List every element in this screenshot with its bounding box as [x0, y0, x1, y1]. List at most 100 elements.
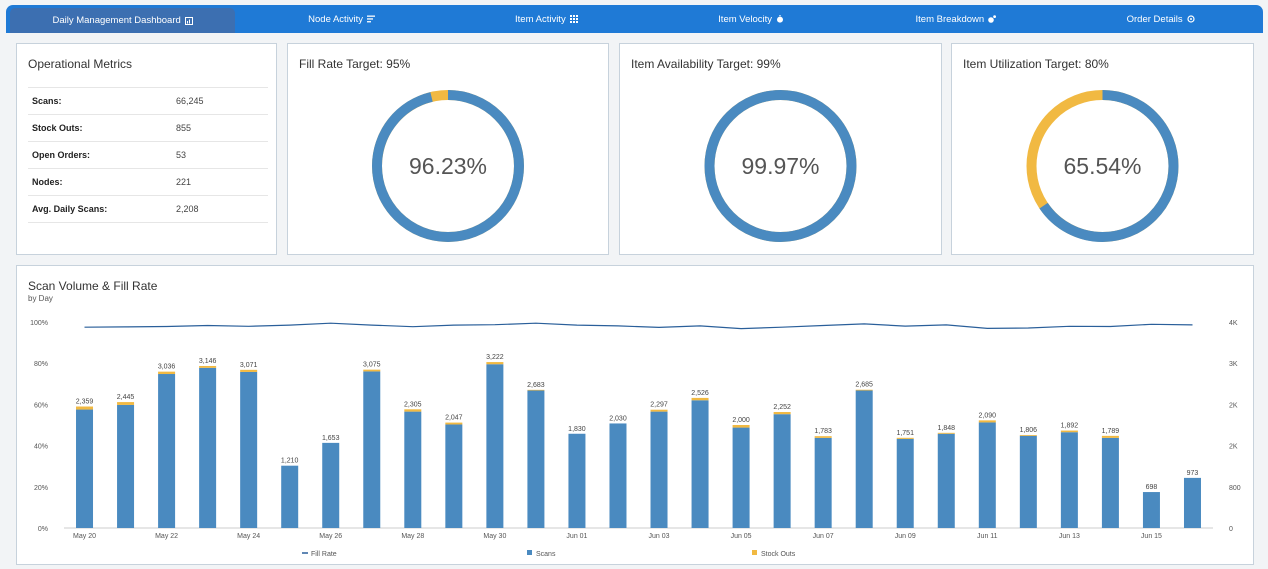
bar-scans	[363, 371, 381, 528]
bar-stock-outs	[855, 389, 873, 391]
tab-item-activity[interactable]: Item Activity	[444, 5, 649, 33]
bar-scans	[445, 424, 463, 528]
bar-stock-outs	[486, 362, 504, 365]
y-right-tick-label: 2K	[1229, 444, 1238, 451]
bar-stock-outs	[76, 406, 94, 410]
bar-data-label: 1,783	[814, 428, 832, 435]
metric-label: Scans:	[32, 96, 62, 106]
gauge-value-label: 96.23%	[408, 153, 487, 179]
bar-data-label: 1,210	[281, 458, 299, 465]
item-availability-card: Item Availability Target: 99% 99.97%	[619, 43, 942, 255]
gauge-value-arc	[1026, 90, 1179, 242]
metric-label: Stock Outs:	[32, 123, 83, 133]
bar-data-label: 3,071	[240, 362, 258, 369]
bar-scans	[773, 414, 791, 528]
tab-order-details[interactable]: Order Details	[1058, 5, 1263, 33]
bar-stock-outs	[732, 425, 750, 428]
x-tick-label: Jun 15	[1141, 533, 1162, 540]
bar-data-label: 698	[1146, 484, 1158, 491]
bar-scans	[937, 433, 955, 528]
bar-scans	[814, 437, 832, 528]
metrics-title: Operational Metrics	[28, 57, 133, 71]
bar-stock-outs	[363, 369, 381, 372]
bar-data-label: 1,751	[896, 430, 914, 437]
y-left-tick-label: 60%	[34, 402, 48, 409]
item-utilization-title: Item Utilization Target: 80%	[963, 57, 1109, 71]
metric-row: Avg. Daily Scans: 2,208	[28, 195, 268, 223]
bar-scans	[158, 374, 176, 528]
bar-scans	[1019, 435, 1037, 528]
bar-data-label: 2,683	[527, 382, 545, 389]
bar-stock-outs	[1019, 434, 1037, 436]
bar-scans	[76, 409, 94, 528]
bar-data-label: 3,146	[199, 358, 217, 365]
tab-label: Daily Management Dashboard	[52, 15, 181, 26]
bar-scans	[978, 422, 996, 528]
y-right-tick-label: 3K	[1229, 361, 1238, 368]
grid-icon	[569, 15, 578, 23]
tab-label: Item Velocity	[718, 13, 773, 25]
metric-label: Open Orders:	[32, 150, 91, 160]
x-tick-label: May 24	[237, 533, 260, 540]
tab-item-breakdown[interactable]: Item Breakdown	[853, 5, 1058, 33]
x-tick-label: May 26	[319, 533, 342, 540]
bar-data-label: 1,806	[1020, 427, 1038, 434]
metric-label: Nodes:	[32, 177, 63, 187]
bar-stock-outs	[1101, 435, 1119, 438]
item-utilization-card: Item Utilization Target: 80% 65.54%	[951, 43, 1254, 255]
x-tick-label: Jun 05	[731, 533, 752, 540]
bar-scans	[896, 438, 914, 528]
x-tick-label: Jun 09	[895, 533, 916, 540]
bar-scans	[1060, 432, 1078, 528]
bar-data-label: 973	[1187, 470, 1199, 477]
tab-item-velocity[interactable]: Item Velocity	[649, 5, 854, 33]
bar-stock-outs	[199, 365, 217, 368]
bar-scans	[650, 411, 668, 528]
bar-scans	[1101, 437, 1119, 528]
legend-label: Stock Outs	[761, 551, 796, 558]
tab-node-activity[interactable]: Node Activity	[239, 5, 444, 33]
bar-data-label: 3,036	[158, 364, 176, 371]
x-tick-label: May 28	[401, 533, 424, 540]
legend-label: Scans	[536, 551, 556, 558]
tab-daily-management-dashboard[interactable]: Daily Management Dashboard	[10, 8, 236, 33]
bar-stock-outs	[1060, 430, 1078, 433]
metric-row: Scans: 66,245	[28, 87, 268, 114]
bar-scans	[1142, 492, 1160, 528]
metric-value: 855	[176, 123, 192, 133]
chart-subtitle: by Day	[28, 294, 53, 303]
y-left-tick-label: 100%	[30, 320, 48, 327]
dashboard-icon	[184, 16, 193, 25]
scan-volume-chart: 0% 20% 40% 60% 80% 100% 0 800 2K 2K 3K 4K 2,359 May 2…	[30, 320, 1241, 558]
metric-value: 66,245	[176, 96, 204, 106]
x-tick-label: Jun 13	[1059, 533, 1080, 540]
bars-icon	[367, 15, 376, 23]
scan-volume-card: Scan Volume & Fill Rate by Day 0% 20% 40% 6…	[16, 265, 1254, 565]
bar-data-label: 2,090	[979, 412, 997, 419]
stopwatch-icon	[776, 15, 784, 23]
bar-scans	[240, 371, 258, 528]
x-tick-label: Jun 03	[649, 533, 670, 540]
bar-scans	[281, 465, 299, 528]
bar-data-label: 2,359	[76, 399, 94, 406]
bar-data-label: 2,305	[404, 401, 422, 408]
bar-data-label: 2,445	[117, 394, 135, 401]
tab-label: Item Activity	[515, 13, 566, 25]
bar-data-label: 2,000	[732, 417, 750, 424]
operational-metrics-card: Operational Metrics Scans: 66,245 Stock Ou…	[16, 43, 277, 255]
y-left-tick-label: 80%	[34, 361, 48, 368]
gear-icon	[1186, 15, 1195, 23]
tab-label: Item Breakdown	[915, 13, 985, 25]
y-left-tick-label: 40%	[34, 444, 48, 451]
bar-stock-outs	[445, 422, 463, 425]
item-availability-title: Item Availability Target: 99%	[631, 57, 781, 71]
bar-stock-outs	[978, 420, 996, 423]
bar-scans	[527, 390, 545, 528]
bar-scans	[322, 442, 340, 528]
bar-stock-outs	[814, 436, 832, 438]
metric-value: 2,208	[176, 204, 199, 214]
bar-scans	[1183, 477, 1201, 528]
bar-stock-outs	[937, 432, 955, 434]
bar-stock-outs	[158, 371, 176, 375]
chart-title: Scan Volume & Fill Rate	[28, 279, 158, 293]
